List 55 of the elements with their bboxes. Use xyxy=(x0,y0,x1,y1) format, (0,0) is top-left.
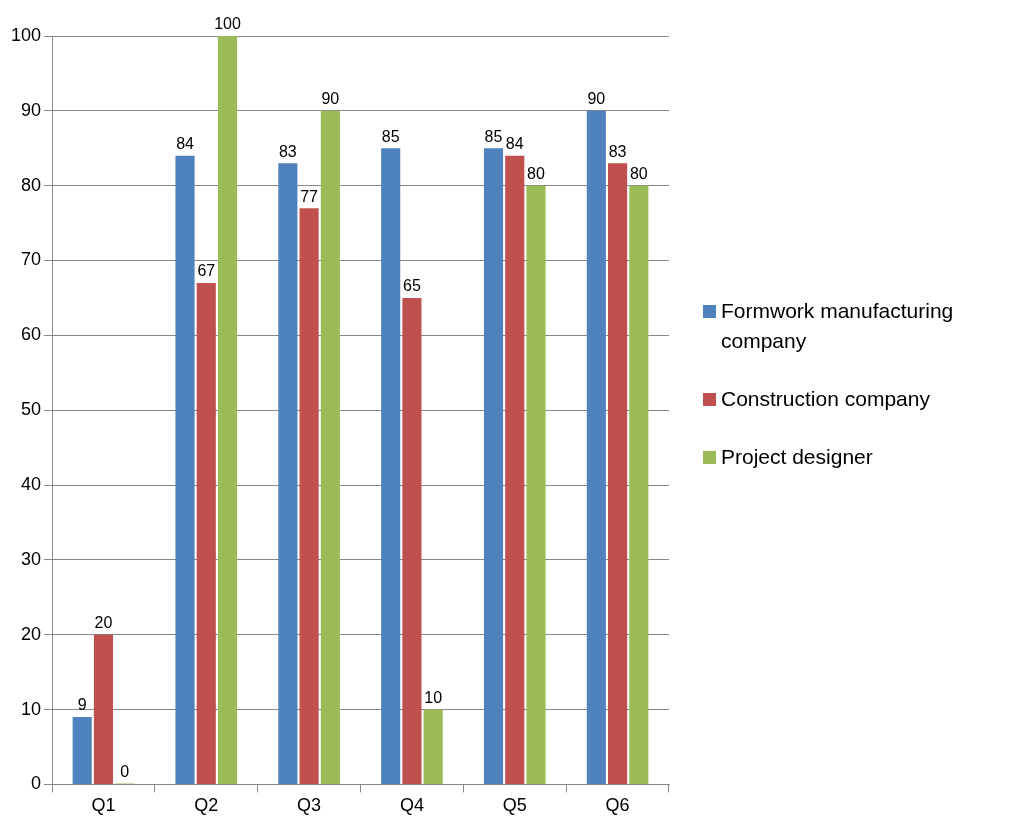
data-label: 10 xyxy=(424,688,443,706)
y-tick-label: 100 xyxy=(10,24,42,45)
data-label: 77 xyxy=(300,187,319,205)
bar xyxy=(505,155,525,784)
data-label: 67 xyxy=(197,262,216,280)
bar xyxy=(608,163,628,784)
y-tick-label: 80 xyxy=(21,174,42,195)
data-label: 80 xyxy=(629,165,648,183)
data-label: 90 xyxy=(321,90,340,108)
y-tick-label: 0 xyxy=(31,773,42,794)
bar xyxy=(72,717,92,784)
bar xyxy=(299,208,319,784)
bar xyxy=(423,709,443,784)
x-tick-label: Q3 xyxy=(297,795,322,816)
data-label: 85 xyxy=(484,127,503,145)
bar xyxy=(483,148,504,784)
y-tick-label: 50 xyxy=(21,399,42,420)
y-tick-label: 20 xyxy=(21,623,42,644)
bar xyxy=(402,297,422,784)
bar xyxy=(526,185,546,784)
legend-label: Formwork manufacturing company xyxy=(721,298,955,354)
data-label: 84 xyxy=(176,135,195,153)
data-label: 83 xyxy=(608,142,627,160)
y-tick-label: 40 xyxy=(21,474,42,495)
data-label: 20 xyxy=(94,614,113,632)
bar xyxy=(217,36,238,784)
bar xyxy=(175,155,195,784)
legend-label: Construction company xyxy=(721,386,930,412)
data-label: 80 xyxy=(527,165,546,183)
data-label: 65 xyxy=(403,277,421,295)
x-tick-label: Q1 xyxy=(91,795,116,816)
bar xyxy=(586,110,606,784)
data-label: 9 xyxy=(77,696,87,714)
x-tick-label: Q6 xyxy=(605,795,630,816)
legend-label: Project designer xyxy=(721,444,873,470)
data-label: 83 xyxy=(278,142,297,160)
y-tick-label: 30 xyxy=(21,548,42,569)
bar xyxy=(381,148,401,784)
x-tick-label: Q4 xyxy=(399,795,424,816)
x-tick-label: Q2 xyxy=(194,795,219,816)
y-tick-label: 90 xyxy=(21,99,42,120)
y-tick-label: 70 xyxy=(21,249,42,270)
y-tick-label: 10 xyxy=(21,698,42,719)
bar xyxy=(278,163,298,784)
x-tick-label: Q5 xyxy=(502,795,527,816)
bar xyxy=(93,634,114,784)
bar xyxy=(629,185,649,784)
data-label: 90 xyxy=(587,90,606,108)
data-label: 0 xyxy=(120,762,130,780)
data-label: 85 xyxy=(381,127,400,145)
bar xyxy=(196,282,216,784)
bar xyxy=(320,110,340,784)
data-label: 100 xyxy=(214,15,241,33)
y-tick-label: 60 xyxy=(21,324,42,345)
data-label: 84 xyxy=(505,135,524,153)
